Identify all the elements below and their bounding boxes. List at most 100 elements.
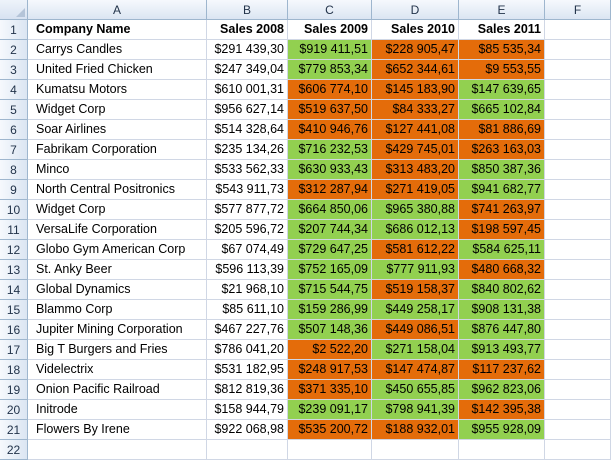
sales-2009-cell[interactable]: $312 287,94 — [288, 180, 372, 200]
sales-2009-cell[interactable]: $752 165,09 — [288, 260, 372, 280]
select-all-corner[interactable] — [0, 0, 28, 20]
company-name-cell[interactable]: Videlectrix — [28, 360, 207, 380]
company-name-cell[interactable]: Widget Corp — [28, 200, 207, 220]
header-cell-sales-2010[interactable]: Sales 2010 — [372, 20, 459, 40]
empty-cell[interactable] — [545, 240, 611, 260]
sales-2010-cell[interactable]: $84 333,27 — [372, 100, 459, 120]
sales-2008-cell[interactable]: $531 182,95 — [207, 360, 288, 380]
sales-2008-cell[interactable]: $577 877,72 — [207, 200, 288, 220]
empty-cell[interactable] — [545, 220, 611, 240]
sales-2010-cell[interactable]: $147 474,87 — [372, 360, 459, 380]
sales-2010-cell[interactable]: $798 941,39 — [372, 400, 459, 420]
row-header-14[interactable]: 14 — [0, 280, 28, 300]
sales-2010-cell[interactable]: $965 380,88 — [372, 200, 459, 220]
empty-cell[interactable] — [207, 440, 288, 460]
empty-cell[interactable] — [545, 120, 611, 140]
column-header-d[interactable]: D — [372, 0, 459, 20]
sales-2010-cell[interactable]: $449 258,17 — [372, 300, 459, 320]
sales-2009-cell[interactable]: $519 637,50 — [288, 100, 372, 120]
sales-2008-cell[interactable]: $514 328,64 — [207, 120, 288, 140]
row-header-21[interactable]: 21 — [0, 420, 28, 440]
sales-2011-cell[interactable]: $142 395,38 — [459, 400, 545, 420]
empty-cell[interactable] — [545, 440, 611, 460]
sales-2009-cell[interactable]: $729 647,25 — [288, 240, 372, 260]
empty-cell[interactable] — [545, 140, 611, 160]
sales-2010-cell[interactable]: $449 086,51 — [372, 320, 459, 340]
empty-cell[interactable] — [545, 280, 611, 300]
empty-cell[interactable] — [545, 340, 611, 360]
sales-2009-cell[interactable]: $716 232,53 — [288, 140, 372, 160]
company-name-cell[interactable]: Widget Corp — [28, 100, 207, 120]
sales-2011-cell[interactable]: $962 823,06 — [459, 380, 545, 400]
column-header-f[interactable]: F — [545, 0, 611, 20]
sales-2009-cell[interactable]: $715 544,75 — [288, 280, 372, 300]
sales-2009-cell[interactable]: $2 522,20 — [288, 340, 372, 360]
row-header-7[interactable]: 7 — [0, 140, 28, 160]
sales-2011-cell[interactable]: $584 625,11 — [459, 240, 545, 260]
company-name-cell[interactable]: Globo Gym American Corp — [28, 240, 207, 260]
empty-cell[interactable] — [545, 260, 611, 280]
sales-2011-cell[interactable]: $955 928,09 — [459, 420, 545, 440]
sales-2008-cell[interactable]: $21 968,10 — [207, 280, 288, 300]
empty-cell[interactable] — [545, 100, 611, 120]
sales-2010-cell[interactable]: $450 655,85 — [372, 380, 459, 400]
row-header-20[interactable]: 20 — [0, 400, 28, 420]
sales-2011-cell[interactable]: $480 668,32 — [459, 260, 545, 280]
sales-2008-cell[interactable]: $596 113,39 — [207, 260, 288, 280]
sales-2011-cell[interactable]: $850 387,36 — [459, 160, 545, 180]
empty-cell[interactable] — [545, 400, 611, 420]
empty-cell[interactable] — [288, 440, 372, 460]
sales-2011-cell[interactable]: $147 639,65 — [459, 80, 545, 100]
column-header-e[interactable]: E — [459, 0, 545, 20]
sales-2009-cell[interactable]: $630 933,43 — [288, 160, 372, 180]
sales-2008-cell[interactable]: $610 001,31 — [207, 80, 288, 100]
empty-cell[interactable] — [28, 440, 207, 460]
row-header-13[interactable]: 13 — [0, 260, 28, 280]
column-header-c[interactable]: C — [288, 0, 372, 20]
sales-2008-cell[interactable]: $533 562,33 — [207, 160, 288, 180]
empty-cell[interactable] — [545, 360, 611, 380]
sales-2010-cell[interactable]: $519 158,37 — [372, 280, 459, 300]
sales-2008-cell[interactable]: $786 041,20 — [207, 340, 288, 360]
sales-2008-cell[interactable]: $235 134,26 — [207, 140, 288, 160]
company-name-cell[interactable]: VersaLife Corporation — [28, 220, 207, 240]
empty-cell[interactable] — [545, 320, 611, 340]
sales-2008-cell[interactable]: $85 611,10 — [207, 300, 288, 320]
empty-cell[interactable] — [372, 440, 459, 460]
empty-cell[interactable] — [545, 80, 611, 100]
sales-2008-cell[interactable]: $467 227,76 — [207, 320, 288, 340]
company-name-cell[interactable]: Initrode — [28, 400, 207, 420]
sales-2009-cell[interactable]: $919 411,51 — [288, 40, 372, 60]
sales-2009-cell[interactable]: $248 917,53 — [288, 360, 372, 380]
sales-2008-cell[interactable]: $205 596,72 — [207, 220, 288, 240]
sales-2009-cell[interactable]: $207 744,34 — [288, 220, 372, 240]
sales-2011-cell[interactable]: $198 597,45 — [459, 220, 545, 240]
sales-2010-cell[interactable]: $271 158,04 — [372, 340, 459, 360]
company-name-cell[interactable]: Carrys Candles — [28, 40, 207, 60]
sales-2011-cell[interactable]: $908 131,38 — [459, 300, 545, 320]
sales-2008-cell[interactable]: $956 627,14 — [207, 100, 288, 120]
row-header-19[interactable]: 19 — [0, 380, 28, 400]
empty-cell[interactable] — [545, 380, 611, 400]
row-header-6[interactable]: 6 — [0, 120, 28, 140]
sales-2008-cell[interactable]: $543 911,73 — [207, 180, 288, 200]
empty-cell[interactable] — [545, 160, 611, 180]
row-header-4[interactable]: 4 — [0, 80, 28, 100]
sales-2008-cell[interactable]: $67 074,49 — [207, 240, 288, 260]
sales-2009-cell[interactable]: $507 148,36 — [288, 320, 372, 340]
sales-2010-cell[interactable]: $145 183,90 — [372, 80, 459, 100]
empty-cell[interactable] — [545, 200, 611, 220]
company-name-cell[interactable]: United Fried Chicken — [28, 60, 207, 80]
sales-2011-cell[interactable]: $941 682,77 — [459, 180, 545, 200]
company-name-cell[interactable]: Soar Airlines — [28, 120, 207, 140]
sales-2009-cell[interactable]: $371 335,10 — [288, 380, 372, 400]
company-name-cell[interactable]: St. Anky Beer — [28, 260, 207, 280]
sales-2011-cell[interactable]: $913 493,77 — [459, 340, 545, 360]
empty-cell[interactable] — [545, 420, 611, 440]
row-header-2[interactable]: 2 — [0, 40, 28, 60]
empty-cell[interactable] — [545, 60, 611, 80]
empty-cell[interactable] — [545, 300, 611, 320]
column-header-b[interactable]: B — [207, 0, 288, 20]
sales-2009-cell[interactable]: $606 774,10 — [288, 80, 372, 100]
